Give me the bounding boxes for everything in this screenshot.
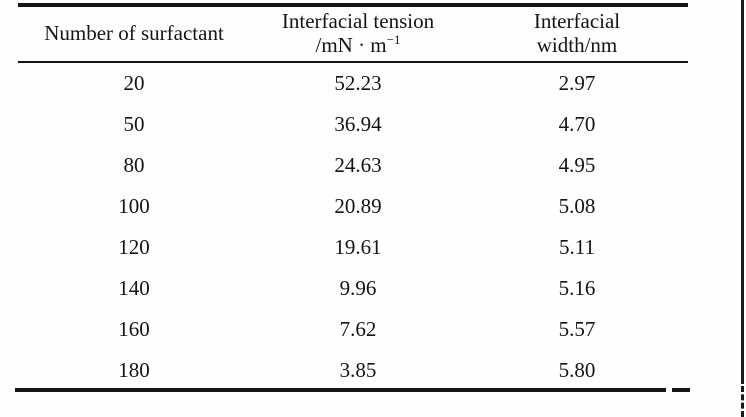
cell-number: 180 xyxy=(118,358,150,382)
cell-number: 80 xyxy=(123,153,145,177)
cell-tension: 9.96 xyxy=(339,276,377,300)
header-row: Number of surfactant Interfacial tension… xyxy=(18,5,688,63)
cell-tension: 3.85 xyxy=(339,358,377,382)
col-header-unit: /mN · m−1 xyxy=(315,32,401,57)
table-row: 80 24.63 4.95 xyxy=(18,145,688,186)
unit-exponent: −1 xyxy=(386,32,401,47)
cell-width: 4.95 xyxy=(558,153,596,177)
cell-width: 4.70 xyxy=(558,112,596,136)
table-row: 120 19.61 5.11 xyxy=(18,227,688,268)
cell-number: 50 xyxy=(123,112,145,136)
cell-width: 5.57 xyxy=(558,317,596,341)
table-row: 20 52.23 2.97 xyxy=(18,62,688,104)
table-row: 140 9.96 5.16 xyxy=(18,268,688,309)
scan-edge-line xyxy=(741,0,744,384)
cell-tension: 20.89 xyxy=(334,194,382,218)
cell-number: 160 xyxy=(118,317,150,341)
scan-edge-line-dashed xyxy=(741,386,744,417)
col-header-line2: width/nm xyxy=(536,33,618,57)
table-bottom-rule xyxy=(15,388,666,392)
cell-tension: 7.62 xyxy=(339,317,377,341)
cell-number: 140 xyxy=(118,276,150,300)
table-bottom-rule-dash xyxy=(672,388,690,392)
col-header-line1: Interfacial tension xyxy=(281,9,435,33)
cell-width: 5.08 xyxy=(558,194,596,218)
table-row: 180 3.85 5.80 xyxy=(18,350,688,391)
cell-number: 120 xyxy=(118,235,150,259)
cell-tension: 24.63 xyxy=(334,153,382,177)
col-header-interfacial-tension: Interfacial tension /mN · m−1 xyxy=(250,5,466,63)
cell-width: 5.80 xyxy=(558,358,596,382)
cell-number: 20 xyxy=(123,71,145,95)
col-header-number-of-surfactant: Number of surfactant xyxy=(18,5,250,63)
col-header-line1: Interfacial xyxy=(533,9,621,33)
cell-number: 100 xyxy=(118,194,150,218)
cell-tension: 19.61 xyxy=(334,235,382,259)
table-row: 50 36.94 4.70 xyxy=(18,104,688,145)
table-row: 160 7.62 5.57 xyxy=(18,309,688,350)
table-row: 100 20.89 5.08 xyxy=(18,186,688,227)
cell-width: 5.11 xyxy=(559,235,595,259)
cell-width: 2.97 xyxy=(558,71,596,95)
surfactant-data-table: Number of surfactant Interfacial tension… xyxy=(18,3,688,391)
col-header-interfacial-width: Interfacial width/nm xyxy=(466,5,688,63)
cell-tension: 52.23 xyxy=(334,71,382,95)
cell-tension: 36.94 xyxy=(334,112,382,136)
cell-width: 5.16 xyxy=(558,276,596,300)
col-header-label: Number of surfactant xyxy=(44,21,224,45)
